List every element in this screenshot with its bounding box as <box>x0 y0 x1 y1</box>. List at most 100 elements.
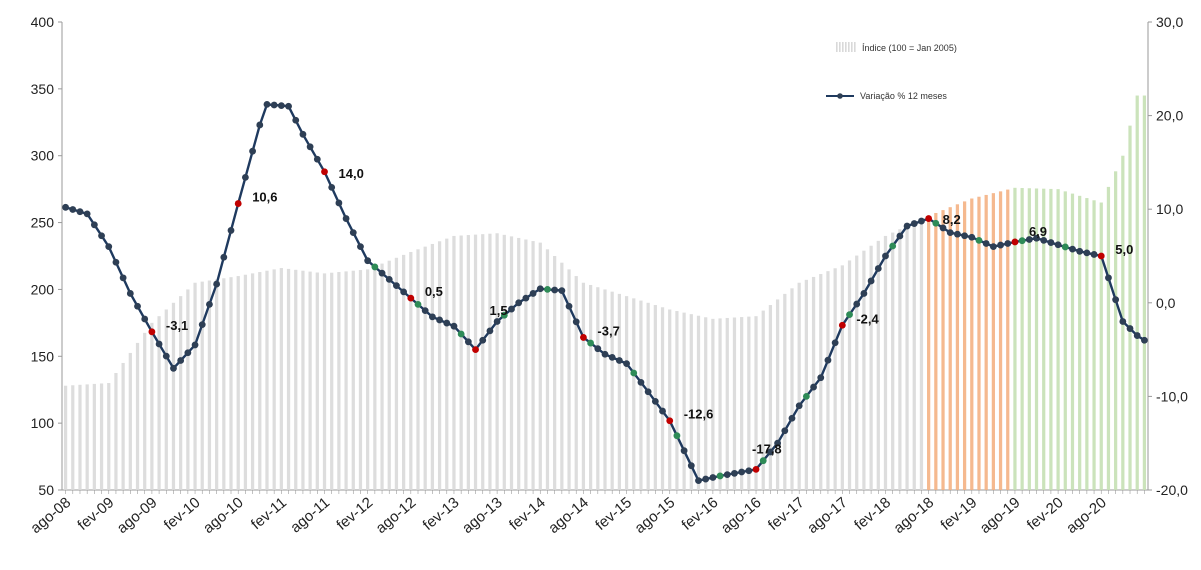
index-bar <box>63 385 68 490</box>
index-bar <box>1070 193 1075 490</box>
index-bar <box>740 317 744 490</box>
index-bar <box>725 317 729 490</box>
index-bar <box>970 198 974 490</box>
index-bar <box>1106 186 1111 490</box>
x-tick-label: ago-18 <box>890 494 937 537</box>
index-bar <box>682 312 686 490</box>
index-bar <box>1056 189 1060 490</box>
variation-point <box>939 224 947 232</box>
variation-point <box>421 307 429 314</box>
variation-point <box>982 240 990 247</box>
index-bar <box>1027 188 1031 490</box>
index-bar <box>445 238 449 490</box>
x-tick-label: ago-15 <box>632 494 679 537</box>
index-bar <box>732 317 737 490</box>
variation-point <box>529 290 537 297</box>
variation-point <box>1105 274 1112 282</box>
variation-point <box>774 439 782 447</box>
variation-point <box>119 274 127 282</box>
index-bar <box>128 352 132 490</box>
index-bar <box>1006 189 1010 491</box>
variation-point <box>788 414 796 422</box>
variation-point <box>810 383 817 391</box>
index-bar <box>495 233 499 491</box>
variation-point <box>659 407 666 415</box>
variation-point <box>371 263 379 271</box>
variation-point <box>817 374 825 382</box>
index-bar <box>891 232 895 490</box>
variation-point <box>536 285 544 293</box>
index-bar <box>689 314 693 490</box>
index-bar <box>560 262 564 490</box>
variation-point <box>299 130 307 138</box>
index-bar <box>761 310 765 490</box>
variation-point <box>1133 332 1141 339</box>
variation-point <box>795 402 803 410</box>
variation-point <box>781 427 789 435</box>
variation-point <box>349 229 357 237</box>
index-bar <box>373 266 377 490</box>
index-bar <box>171 302 176 490</box>
variation-point <box>587 339 595 347</box>
x-tick-label: fev-18 <box>851 494 894 534</box>
variation-point <box>925 215 933 222</box>
annotation-label: -3,1 <box>166 318 188 333</box>
left-tick-label: 400 <box>31 14 55 30</box>
index-bar <box>977 196 981 490</box>
right-tick-label: -10,0 <box>1156 388 1188 404</box>
legend-bars-swatch <box>842 42 844 52</box>
variation-point <box>1090 251 1098 258</box>
variation-point <box>601 350 609 358</box>
variation-point <box>968 233 976 241</box>
index-bar <box>459 235 463 490</box>
variation-point <box>889 242 897 250</box>
index-bar <box>294 269 298 490</box>
annotation-label: 10,6 <box>252 190 277 205</box>
index-bar <box>524 239 528 490</box>
variation-point <box>428 313 436 321</box>
variation-point <box>680 447 688 455</box>
index-bar <box>1063 191 1067 490</box>
x-tick-label: fev-09 <box>74 494 117 534</box>
index-bar <box>1049 188 1053 491</box>
index-bar <box>826 271 830 490</box>
index-bar <box>804 279 808 490</box>
variation-point <box>241 173 249 181</box>
index-bar <box>675 311 679 490</box>
index-bar <box>624 296 629 490</box>
variation-point <box>738 468 746 476</box>
x-tick-label: fev-15 <box>592 494 635 534</box>
annotation-label: -12,6 <box>684 407 714 422</box>
index-bar <box>387 260 391 490</box>
variation-point <box>393 282 400 290</box>
index-bar <box>660 307 665 490</box>
index-bar <box>186 289 190 490</box>
index-bar <box>279 268 283 490</box>
index-bar <box>991 193 995 490</box>
index-bar <box>754 316 758 490</box>
variation-point <box>90 221 98 229</box>
variation-point <box>414 300 422 308</box>
index-bar <box>517 237 521 490</box>
variation-point <box>961 232 969 240</box>
index-bar <box>553 256 557 490</box>
index-bar <box>330 272 334 490</box>
index-bar <box>783 293 787 490</box>
variation-point <box>1018 237 1026 245</box>
variation-point <box>62 203 69 211</box>
variation-point <box>896 232 904 240</box>
index-bar <box>811 276 816 490</box>
annotation-label: -3,7 <box>597 323 619 338</box>
index-bar <box>919 219 924 490</box>
annotation-label: 1,5 <box>490 303 508 318</box>
variation-point <box>565 302 573 310</box>
index-bar <box>99 383 104 490</box>
index-bar <box>394 257 399 490</box>
variation-point <box>479 336 487 344</box>
index-bar <box>243 274 248 490</box>
x-tick-label: fev-12 <box>333 494 376 534</box>
variation-point <box>989 243 997 251</box>
x-tick-label: ago-14 <box>545 494 592 537</box>
variation-point <box>342 215 350 222</box>
index-bar <box>193 282 197 490</box>
